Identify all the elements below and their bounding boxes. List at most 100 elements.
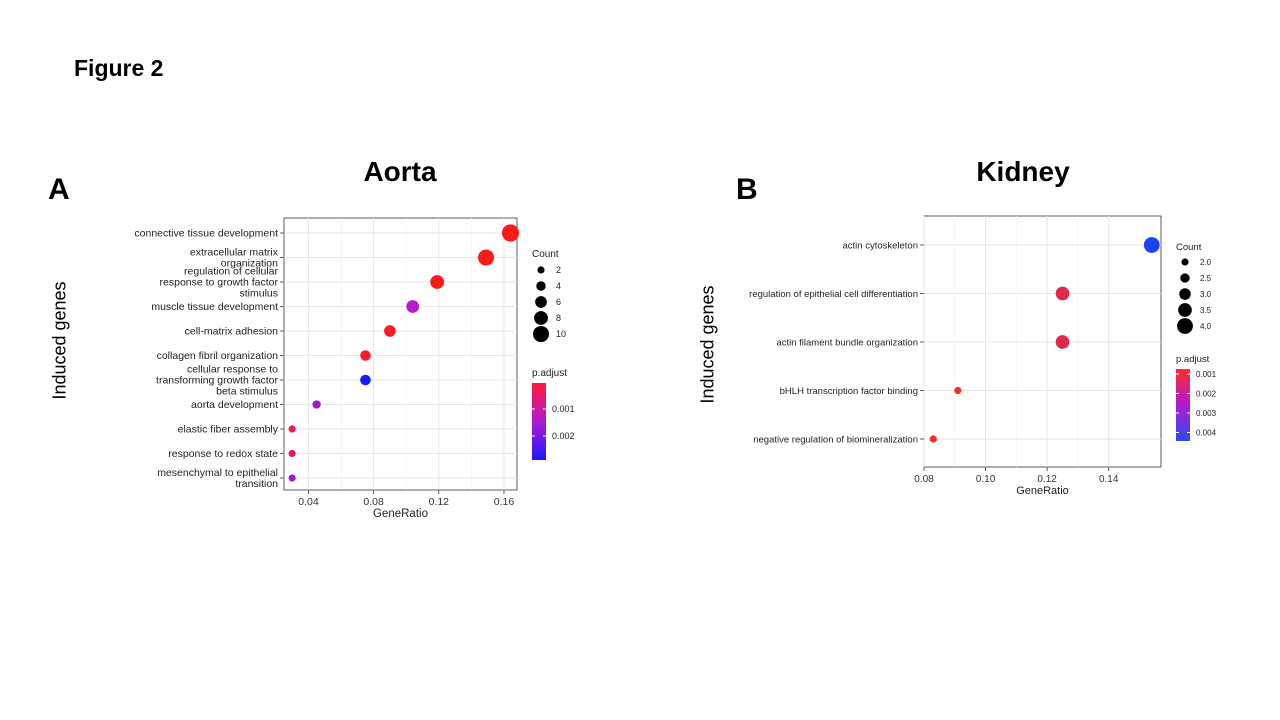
x-axis-label: GeneRatio — [373, 508, 428, 520]
legend-color-title: p.adjust — [1176, 354, 1210, 365]
y-tick-label-line: bHLH transcription factor binding — [780, 386, 918, 397]
legend-color-label: 0.002 — [1196, 390, 1217, 399]
x-tick-label: 0.12 — [429, 496, 450, 508]
data-point — [430, 275, 445, 289]
y-tick-label: bHLH transcription factor binding — [780, 386, 918, 397]
y-tick-label-line: negative regulation of biomineralization — [753, 435, 918, 446]
y-tick-label-line: stimulus — [239, 288, 278, 300]
panel-letter-a: A — [48, 173, 70, 206]
data-point — [1055, 286, 1070, 301]
data-point — [954, 386, 962, 395]
y-tick-label-line: actin cytoskeleton — [842, 241, 918, 252]
y-tick-label-line: muscle tissue development — [151, 301, 278, 313]
legend-count-label: 3.0 — [1200, 290, 1212, 299]
y-tick-label-line: extracellular matrix — [190, 247, 279, 259]
chart-b-title: Kidney — [976, 156, 1070, 187]
y-tick-label: actin filament bundle organization — [776, 338, 918, 349]
x-tick-label: 0.10 — [976, 474, 996, 485]
legend-count-dot — [535, 296, 547, 308]
figure-title: Figure 2 — [74, 55, 164, 81]
data-point — [501, 224, 520, 242]
y-tick-label: connective tissue development — [134, 228, 278, 240]
y-tick-label-line: response to redox state — [168, 448, 278, 460]
legend-color-bar — [532, 383, 546, 460]
legend-count-dot — [534, 311, 548, 325]
y-tick-label: negative regulation of biomineralization — [753, 435, 918, 446]
y-tick-label: cell-matrix adhesion — [185, 326, 279, 338]
data-point — [1143, 237, 1160, 253]
y-tick-label-line: transition — [235, 478, 278, 490]
y-tick-label: regulation of epithelial cell differenti… — [749, 289, 918, 300]
y-tick-label-line: elastic fiber assembly — [178, 424, 279, 436]
y-tick-label-line: actin filament bundle organization — [776, 338, 918, 349]
data-point — [360, 350, 371, 361]
legend-count-title: Count — [1176, 242, 1202, 253]
legend-count-dot — [537, 266, 545, 274]
y-tick-label-line: aorta development — [191, 399, 278, 411]
x-tick-label: 0.16 — [494, 496, 515, 508]
data-point — [477, 249, 495, 266]
chart-a-title: Aorta — [363, 156, 437, 187]
y-tick-label-line: response to growth factor — [160, 277, 279, 289]
legend-color-label: 0.001 — [552, 404, 575, 414]
x-tick-label: 0.08 — [914, 474, 934, 485]
panel-letter-b: B — [736, 173, 758, 206]
data-point — [312, 400, 321, 409]
y-tick-label: actin cytoskeleton — [842, 241, 918, 252]
y-tick-label-line: regulation of cellular — [184, 266, 278, 278]
data-point — [288, 425, 296, 433]
y-tick-label: collagen fibril organization — [157, 350, 279, 362]
legend-count-label: 6 — [556, 297, 561, 307]
data-point — [288, 449, 296, 458]
legend-count-dot — [532, 325, 550, 343]
plot-panel — [283, 217, 518, 491]
legend-count-label: 2.5 — [1200, 274, 1212, 283]
data-point — [360, 374, 371, 386]
x-axis-label: GeneRatio — [1016, 485, 1069, 497]
y-tick-label-line: collagen fibril organization — [157, 350, 279, 362]
data-point — [406, 300, 420, 313]
y-tick-label-line: cell-matrix adhesion — [185, 326, 279, 338]
x-tick-label: 0.14 — [1099, 474, 1119, 485]
y-tick-label: mesenchymal to epithelial transition — [157, 467, 278, 490]
legend-color-title: p.adjust — [532, 368, 567, 379]
y-tick-label-line: beta stimulus — [216, 386, 278, 398]
legend-count-dot — [1178, 303, 1192, 317]
legend-count-label: 10 — [556, 329, 566, 339]
legend-color-label: 0.003 — [1196, 409, 1217, 418]
legend-count-label: 3.5 — [1200, 306, 1212, 315]
legend-color-label: 0.002 — [552, 431, 575, 441]
legend-color-bar — [1176, 369, 1190, 441]
y-tick-label: regulation of cellular response to growth… — [160, 266, 279, 300]
y-tick-label-line: organization — [221, 258, 278, 270]
legend-count-dot — [536, 281, 546, 291]
x-tick-label: 0.08 — [363, 496, 384, 508]
data-point — [384, 325, 396, 337]
y-tick-label-line: mesenchymal to epithelial — [157, 467, 278, 479]
x-tick-label: 0.12 — [1037, 474, 1057, 485]
y-tick-label: elastic fiber assembly — [178, 424, 279, 436]
y-tick-label-line: regulation of epithelial cell differenti… — [749, 289, 918, 300]
legend-count-title: Count — [532, 249, 559, 260]
y-tick-label: extracellular matrix organization — [190, 247, 279, 270]
y-tick-label: aorta development — [191, 399, 278, 411]
legend-count-label: 4.0 — [1200, 322, 1212, 331]
y-tick-label: cellular response to transforming growth … — [156, 364, 278, 398]
y-tick-label-line: connective tissue development — [134, 228, 278, 240]
legend-color-label: 0.004 — [1196, 429, 1217, 438]
y-tick-label-line: transforming growth factor — [156, 375, 278, 387]
legend-count-dot — [1179, 288, 1191, 300]
legend-count-dot — [1177, 318, 1193, 334]
legend-count-label: 4 — [556, 281, 561, 291]
y-tick-label: response to redox state — [168, 448, 278, 460]
legend-count-label: 2 — [556, 265, 561, 275]
legend-color-label: 0.001 — [1196, 370, 1217, 379]
legend-count-label: 2.0 — [1200, 258, 1212, 267]
y-tick-label-line: cellular response to — [187, 364, 278, 376]
legend-count-label: 8 — [556, 313, 561, 323]
data-point — [929, 435, 937, 443]
legend-count-dot — [1181, 258, 1189, 266]
x-tick-label: 0.04 — [298, 496, 319, 508]
